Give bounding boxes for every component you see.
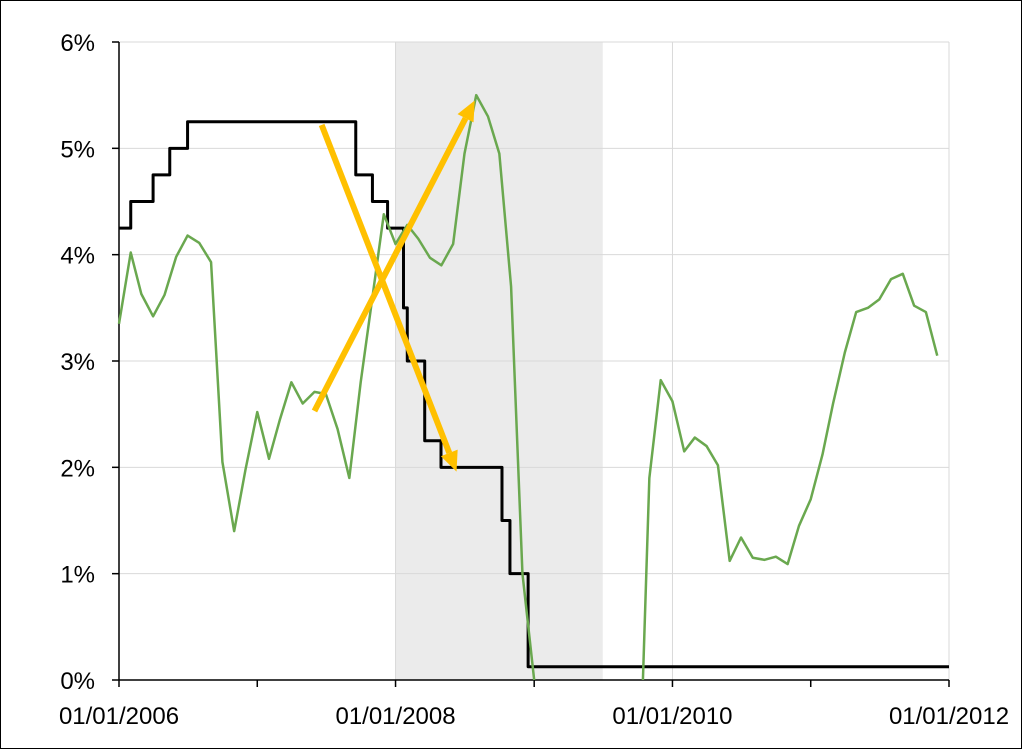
arrow-head-1 bbox=[457, 100, 475, 123]
arrow-shaft-0 bbox=[318, 123, 453, 455]
annotation-layer bbox=[311, 100, 475, 472]
x-tick-label: 01/01/2012 bbox=[889, 703, 1009, 730]
x-tick-label: 01/01/2006 bbox=[59, 703, 179, 730]
x-tick-label: 01/01/2010 bbox=[612, 703, 732, 730]
y-tick-label: 3% bbox=[60, 349, 95, 376]
arrow-shaft-1 bbox=[311, 116, 469, 413]
y-tick-label: 2% bbox=[60, 455, 95, 482]
y-tick-label: 5% bbox=[60, 136, 95, 163]
x-tick-label: 01/01/2008 bbox=[335, 703, 455, 730]
arrow-head-0 bbox=[440, 449, 458, 472]
tick-labels: 0% 1% 2% 3% 4% 5% 6% 01/01/2006 01/01/2008 01/01/… bbox=[59, 30, 1009, 730]
inflation-line-2 bbox=[641, 272, 939, 681]
y-tick-label: 1% bbox=[60, 562, 95, 589]
gridlines bbox=[119, 41, 950, 680]
policy-rate-step-line-0 bbox=[119, 120, 949, 669]
y-tick-label: 6% bbox=[60, 30, 95, 57]
y-tick-label: 0% bbox=[60, 668, 95, 695]
y-tick-label: 4% bbox=[60, 243, 95, 270]
